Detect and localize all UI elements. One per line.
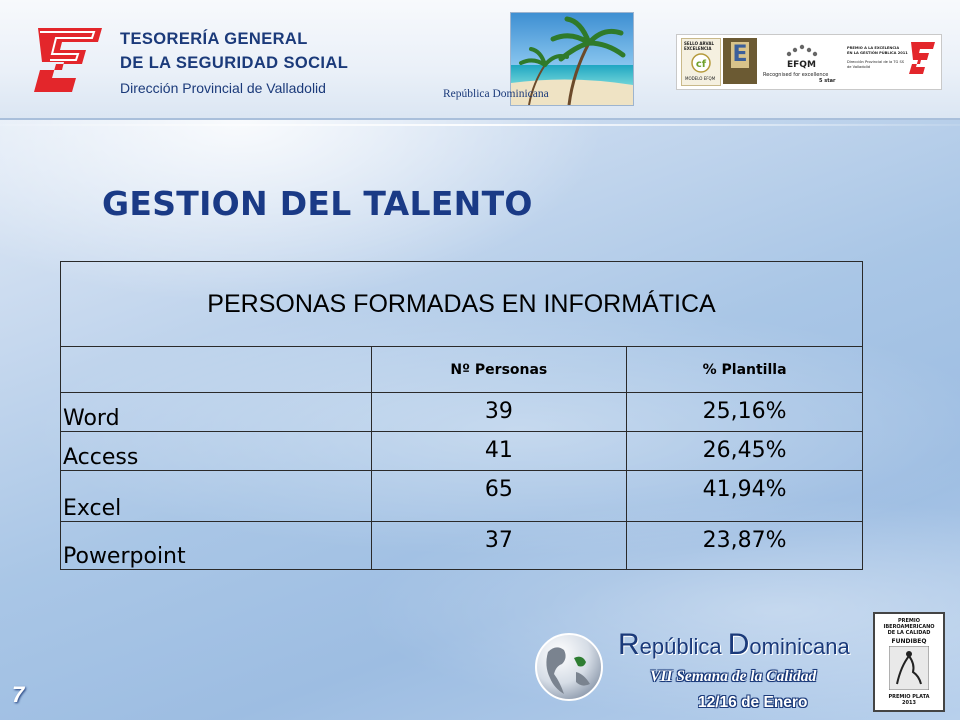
fundibeq-text-4: PREMIO PLATA (888, 694, 930, 700)
efqm-badge: EFQM Recognised for excellence 5 star (763, 38, 841, 84)
sello-badge: SELLO ARVAL EXCELENCIA cf MODELO EFQM (681, 38, 721, 86)
row-plantilla: 26,45% (626, 431, 863, 471)
photo-caption: República Dominicana (443, 88, 549, 100)
fundibeq-award-badge: PREMIO IBEROAMERICANO DE LA CALIDAD FUND… (873, 612, 945, 712)
training-table: PERSONAS FORMADAS EN INFORMÁTICA Nº Pers… (60, 261, 863, 570)
table-row: Word 39 25,16% (60, 392, 863, 432)
footer-title-r: R (618, 628, 640, 661)
row-personas: 37 (370, 521, 628, 570)
table-row: Access 41 26,45% (60, 431, 863, 471)
footer-title-rest2: ominicana (749, 634, 850, 659)
sello-seal-icon: cf (691, 53, 711, 73)
row-plantilla: 25,16% (626, 392, 863, 432)
table-caption-row: PERSONAS FORMADAS EN INFORMÁTICA (60, 261, 863, 347)
premio-text-4: de Valladolid (847, 65, 870, 69)
header-divider (0, 124, 960, 126)
org-name-line2: DE LA SEGURIDAD SOCIAL (120, 54, 349, 72)
premio-text-1: PREMIO A LA EXCELENCIA (847, 46, 900, 50)
header-empty (60, 346, 372, 393)
row-plantilla: 23,87% (626, 521, 863, 570)
premio-logo-icon (909, 42, 935, 74)
header-personas: Nº Personas (370, 346, 628, 393)
efqm-label: EFQM (787, 60, 816, 70)
efqm-stars-icon (786, 44, 818, 57)
footer-event-date: 12/16 de Enero (698, 694, 808, 711)
e-letter-icon: E (731, 42, 749, 68)
org-subtitle: Dirección Provincial de Valladolid (120, 80, 326, 96)
premio-text-3: Dirección Provincial de la TG SS (847, 60, 905, 64)
page-number: 7 (12, 682, 25, 707)
e-excellence-badge: E (723, 38, 757, 84)
sello-text-1: SELLO ARVAL (684, 41, 715, 46)
header-plantilla: % Plantilla (626, 346, 863, 393)
sello-text-2: EXCELENCIA (684, 46, 712, 51)
table-row: Excel 65 41,94% (60, 470, 863, 522)
footer-title-rest1: epública (639, 634, 728, 659)
table-header-row: Nº Personas % Plantilla (60, 346, 863, 393)
table-caption: PERSONAS FORMADAS EN INFORMÁTICA (60, 261, 863, 347)
row-personas: 65 (370, 470, 628, 522)
svg-text:cf: cf (696, 59, 707, 70)
fundibeq-text-5: 2013 (902, 700, 916, 706)
fundibeq-figure-icon (889, 646, 929, 690)
beach-photo-image (511, 13, 633, 105)
sello-text-3: MODELO EFQM (685, 76, 716, 81)
footer-event-name: VII Semana de la Calidad (650, 668, 817, 685)
row-personas: 41 (370, 431, 628, 471)
tgss-logo-icon (34, 28, 102, 92)
fundibeq-text-2: IBEROAMERICANO (883, 624, 935, 630)
page-title: GESTION DEL TALENTO (102, 184, 533, 223)
row-plantilla: 41,94% (626, 470, 863, 522)
efqm-text-1: Recognised for excellence (763, 72, 829, 78)
beach-photo (510, 12, 634, 106)
footer-title-d: D (727, 628, 750, 661)
premio-excelencia-badge: PREMIO A LA EXCELENCIA EN LA GESTIÓN PÚB… (847, 38, 937, 84)
globe-icon (535, 633, 603, 701)
fundibeq-text-3: DE LA CALIDAD (887, 630, 931, 636)
org-name-line1: TESORERÍA GENERAL (120, 30, 308, 48)
row-label: Excel (60, 470, 372, 522)
row-label: Access (60, 431, 372, 471)
fundibeq-name: FUNDIBEQ (891, 638, 927, 645)
efqm-text-2: 5 star (819, 78, 836, 84)
fundibeq-text-1: PREMIO (897, 618, 921, 624)
premio-text-2: EN LA GESTIÓN PÚBLICA 2011 (847, 51, 908, 55)
awards-strip: SELLO ARVAL EXCELENCIA cf MODELO EFQM E … (676, 34, 942, 90)
row-label: Powerpoint (60, 521, 372, 570)
footer-country-title: República Dominicana (618, 628, 850, 662)
row-label: Word (60, 392, 372, 432)
row-personas: 39 (370, 392, 628, 432)
table-row: Powerpoint 37 23,87% (60, 521, 863, 570)
